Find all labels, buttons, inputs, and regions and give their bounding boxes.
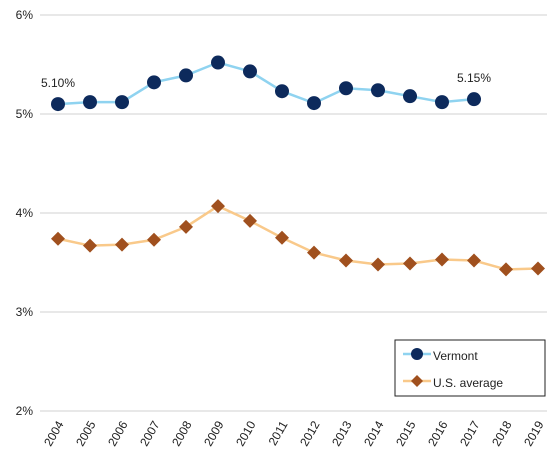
x-tick-label: 2014 [361, 418, 387, 448]
x-tick-label: 2009 [201, 418, 227, 448]
x-tick-label: 2004 [41, 418, 67, 448]
marker [179, 68, 193, 83]
legend-marker [411, 348, 423, 360]
marker [211, 199, 225, 214]
marker [51, 97, 65, 112]
marker [435, 95, 449, 110]
series-line [57, 204, 539, 271]
marker [115, 237, 129, 252]
x-tick-label: 2006 [105, 418, 131, 448]
x-tick-label: 2007 [137, 418, 163, 448]
x-tick-label: 2015 [393, 418, 419, 448]
marker [83, 238, 97, 253]
marker [51, 231, 65, 246]
legend-marker [411, 375, 423, 387]
marker [499, 262, 513, 277]
x-tick-label: 2010 [233, 418, 259, 448]
marker [147, 232, 161, 247]
x-tick-label: 2012 [297, 418, 323, 448]
marker [339, 253, 353, 268]
legend-label: Vermont [433, 349, 478, 363]
x-tick-label: 2008 [169, 418, 195, 448]
x-tick-label: 2019 [521, 418, 547, 448]
y-tick-label: 3% [16, 305, 34, 319]
marker [435, 252, 449, 267]
marker [371, 257, 385, 272]
x-tick-label: 2017 [457, 418, 483, 448]
x-tick-label: 2016 [425, 418, 451, 448]
marker [467, 253, 481, 268]
marker [467, 92, 481, 107]
marker [403, 256, 417, 271]
marker [275, 230, 289, 245]
marker [83, 95, 97, 110]
y-tick-label: 4% [16, 206, 34, 220]
marker [275, 84, 289, 99]
y-tick-label: 2% [16, 404, 34, 418]
marker [115, 95, 129, 110]
y-tick-label: 6% [16, 8, 34, 22]
marker [339, 81, 353, 96]
marker [179, 219, 193, 234]
marker [371, 83, 385, 98]
marker [307, 96, 321, 111]
marker [307, 245, 321, 260]
marker [531, 261, 545, 276]
marker [403, 89, 417, 104]
x-tick-label: 2005 [73, 418, 99, 448]
y-tick-label: 5% [16, 107, 34, 121]
marker [211, 55, 225, 70]
x-tick-label: 2011 [266, 418, 291, 448]
marker [243, 64, 257, 79]
marker [147, 75, 161, 90]
data-label: 5.15% [457, 71, 491, 85]
marker [243, 213, 257, 228]
x-tick-label: 2018 [489, 418, 515, 448]
legend-label: U.S. average [433, 376, 503, 390]
data-label: 5.10% [41, 76, 75, 90]
x-tick-label: 2013 [329, 418, 355, 448]
